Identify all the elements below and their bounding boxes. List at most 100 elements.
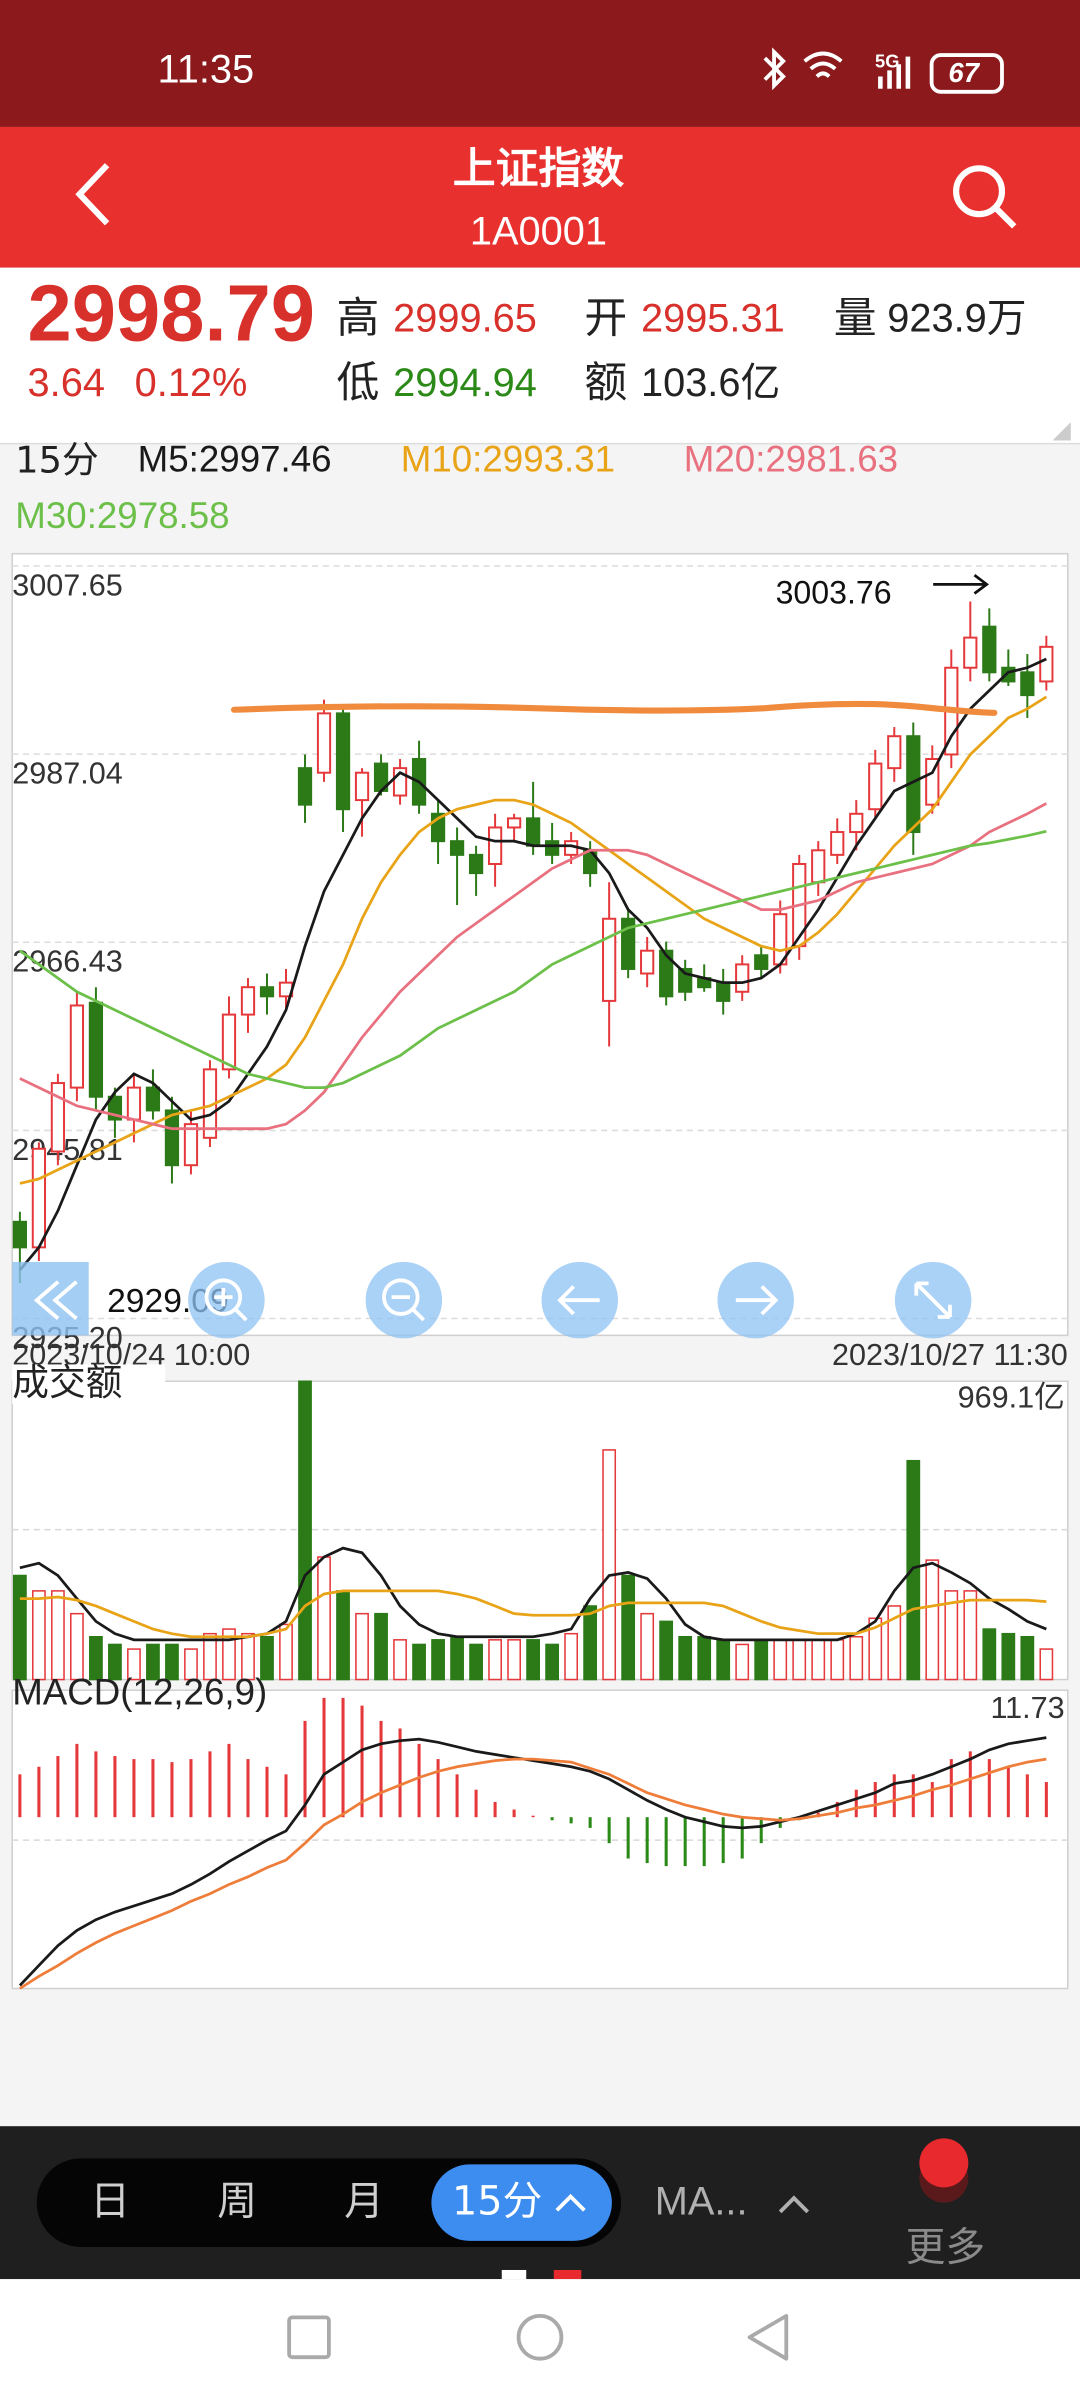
candle-body (487, 826, 503, 865)
zoom-out-button[interactable] (365, 1261, 443, 1339)
stat-value: 103.6亿 (641, 361, 780, 405)
network-type: 5G (875, 51, 899, 72)
candle-body (12, 1220, 27, 1249)
zoom-in-button[interactable] (188, 1261, 265, 1339)
y-tick-label: 2966.43 (12, 945, 123, 979)
candle-body (69, 1004, 85, 1089)
candle-body (335, 712, 351, 811)
volume-bar (602, 1449, 617, 1681)
volume-bar (659, 1620, 674, 1681)
volume-bar (868, 1617, 883, 1681)
candle-body (887, 735, 902, 770)
candle-body (126, 1086, 142, 1121)
volume-bar (393, 1639, 407, 1681)
nav-home[interactable] (516, 2313, 564, 2361)
last-price: 2998.79 (28, 269, 316, 358)
tab-month[interactable]: 月 (344, 2179, 384, 2225)
volume-bar (279, 1623, 293, 1681)
volume-bar (507, 1639, 521, 1681)
legend-entry: M30:2978.58 (15, 495, 229, 536)
candle-body (545, 840, 560, 856)
volume-bar (716, 1639, 731, 1681)
y-tick-label: 11.73 (990, 1691, 1064, 1725)
volume-bar (944, 1590, 959, 1681)
candle-body (830, 831, 845, 856)
nav-back[interactable] (747, 2313, 789, 2361)
price-change-pct: 0.12% (135, 361, 248, 405)
volume-bar (146, 1643, 160, 1681)
header-code: 1A0001 (470, 210, 607, 254)
scroll-left-button[interactable] (12, 1261, 89, 1336)
volume-bar (374, 1612, 388, 1681)
candle-body (88, 1001, 104, 1098)
candle-body (240, 986, 256, 1016)
candle-body (621, 917, 636, 970)
battery-level: 67 (948, 57, 980, 88)
candle-body (811, 849, 826, 884)
volume-bar (1039, 1648, 1054, 1681)
volume-bar (925, 1559, 940, 1681)
candle-body (506, 817, 522, 829)
volume-bar (792, 1639, 807, 1681)
max-annotation: 3003.76 (776, 575, 892, 611)
stat-label: 高 (337, 294, 380, 344)
volume-bar (203, 1632, 217, 1681)
candle-body (297, 767, 313, 806)
nav-recents[interactable] (287, 2315, 331, 2360)
tab-week[interactable]: 周 (217, 2179, 257, 2225)
volume-bar (32, 1590, 46, 1681)
page-indicator (553, 2269, 582, 2280)
candle-body (735, 963, 750, 993)
max-arrow (933, 574, 989, 595)
volume-bar (526, 1639, 540, 1681)
volume-bar (51, 1590, 65, 1681)
candle-body (925, 758, 940, 806)
volume-bar (127, 1648, 141, 1681)
volume-ma-line (19, 1546, 1047, 1642)
status-time: 11:35 (158, 47, 255, 91)
volume-bar (849, 1635, 864, 1681)
pan-left-button[interactable] (541, 1261, 619, 1339)
x-tick-label: 2023/10/27 11:30 (832, 1338, 1068, 1372)
candle-body (316, 712, 332, 774)
volume-bar (70, 1612, 84, 1681)
candle-body (1039, 645, 1054, 683)
candle-body (468, 853, 484, 875)
volume-bar (735, 1643, 750, 1681)
tab-day[interactable]: 日 (90, 2179, 130, 2225)
candle-body (640, 949, 655, 975)
volume-bar (754, 1639, 769, 1681)
candle-body (602, 917, 617, 1002)
candle-body (849, 812, 864, 834)
candle-body (963, 636, 978, 669)
fullscreen-button[interactable] (894, 1261, 972, 1339)
tab-15min[interactable]: 15分 (452, 2179, 542, 2225)
search-button[interactable] (953, 165, 1017, 229)
stat-label: 额 (584, 358, 627, 408)
candle-body (1020, 671, 1035, 697)
volume-bar (811, 1639, 826, 1681)
back-button[interactable] (75, 163, 110, 226)
volume-bar (982, 1628, 997, 1681)
pan-right-button[interactable] (717, 1261, 794, 1339)
more-button[interactable]: 更多 (906, 2225, 986, 2271)
volume-bar (697, 1635, 712, 1681)
tab-selected[interactable] (431, 2164, 612, 2241)
header-bar (0, 126, 1080, 268)
candle-body (716, 981, 731, 1002)
volume-bar (13, 1574, 27, 1681)
volume-bar (830, 1639, 845, 1681)
volume-bar (906, 1459, 921, 1681)
volume-bar (241, 1632, 255, 1681)
volume-bar (317, 1556, 331, 1681)
candle-body (526, 817, 541, 847)
volume-bar (621, 1574, 636, 1681)
candle-body (868, 762, 883, 811)
candle-body (259, 986, 275, 998)
scroll-left-icon (33, 1280, 78, 1320)
legend-entry: M20:2981.63 (684, 439, 898, 480)
tab-indicator[interactable]: MA... (655, 2180, 748, 2224)
label-backdrop (12, 1364, 166, 1405)
